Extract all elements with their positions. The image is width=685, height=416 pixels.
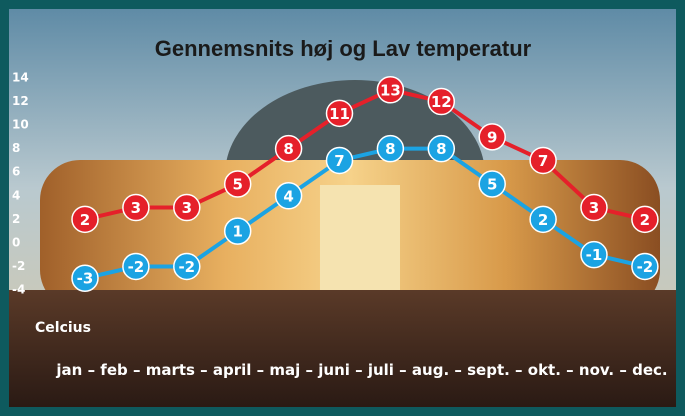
separator: – <box>510 361 528 379</box>
data-label: 8 <box>283 140 293 158</box>
x-tick-label: maj <box>269 361 300 379</box>
data-label: 11 <box>329 105 350 123</box>
separator: – <box>128 361 146 379</box>
data-label: 7 <box>334 152 344 170</box>
y-tick-label: 6 <box>12 165 20 179</box>
x-tick-label: juli <box>367 361 394 379</box>
page: {"chart_data": {"type": "line", "title":… <box>0 0 685 416</box>
data-label: 5 <box>232 176 242 194</box>
data-label: 2 <box>640 211 650 229</box>
data-label: -2 <box>178 258 195 276</box>
y-axis-label: Celcius <box>35 320 91 336</box>
y-tick-label: 0 <box>12 235 20 249</box>
data-label: 2 <box>538 211 548 229</box>
separator: – <box>195 361 213 379</box>
data-label: 3 <box>589 199 599 217</box>
data-label: 3 <box>182 199 192 217</box>
data-label: 8 <box>436 140 446 158</box>
data-label: -2 <box>637 258 654 276</box>
separator: – <box>82 361 100 379</box>
separator: – <box>251 361 269 379</box>
x-tick-label: juni <box>317 361 350 379</box>
separator: – <box>561 361 579 379</box>
y-tick-label: 4 <box>12 188 20 202</box>
data-label: 1 <box>232 223 242 241</box>
background-photo <box>9 9 676 407</box>
separator: – <box>449 361 467 379</box>
x-tick-label: sept. <box>467 361 510 379</box>
separator: – <box>394 361 412 379</box>
x-tick-label: feb <box>100 361 128 379</box>
chart: Gennemsnits høj og Lav temperatur Celciu… <box>0 0 685 416</box>
x-tick-label: april <box>213 361 252 379</box>
y-tick-label: 8 <box>12 141 20 155</box>
data-label: 9 <box>487 128 497 146</box>
x-tick-label: dec. <box>632 361 668 379</box>
y-tick-label: -4 <box>12 283 25 297</box>
x-tick-label: aug. <box>412 361 449 379</box>
data-label: 5 <box>487 176 497 194</box>
x-tick-label: jan <box>55 361 82 379</box>
x-axis-labels: jan – feb – marts – april – maj – juni –… <box>55 361 667 379</box>
separator: – <box>300 361 318 379</box>
x-tick-label: marts <box>146 361 195 379</box>
data-label: 7 <box>538 152 548 170</box>
y-tick-label: 14 <box>12 71 29 85</box>
data-label: 3 <box>131 199 141 217</box>
data-label: 12 <box>431 93 452 111</box>
chart-title: Gennemsnits høj og Lav temperatur <box>155 36 532 61</box>
separator: – <box>350 361 368 379</box>
separator: – <box>614 361 632 379</box>
data-label: -2 <box>128 258 145 276</box>
x-tick-label: nov. <box>579 361 614 379</box>
data-label: 4 <box>283 187 293 205</box>
data-label: 13 <box>380 81 401 99</box>
data-label: 8 <box>385 140 395 158</box>
y-tick-label: 2 <box>12 212 20 226</box>
data-label: -3 <box>77 270 94 288</box>
x-tick-label: okt. <box>528 361 561 379</box>
y-tick-label: -2 <box>12 259 25 273</box>
data-label: -1 <box>586 246 603 264</box>
data-label: 2 <box>80 211 90 229</box>
y-tick-label: 10 <box>12 118 29 132</box>
y-tick-label: 12 <box>12 94 29 108</box>
